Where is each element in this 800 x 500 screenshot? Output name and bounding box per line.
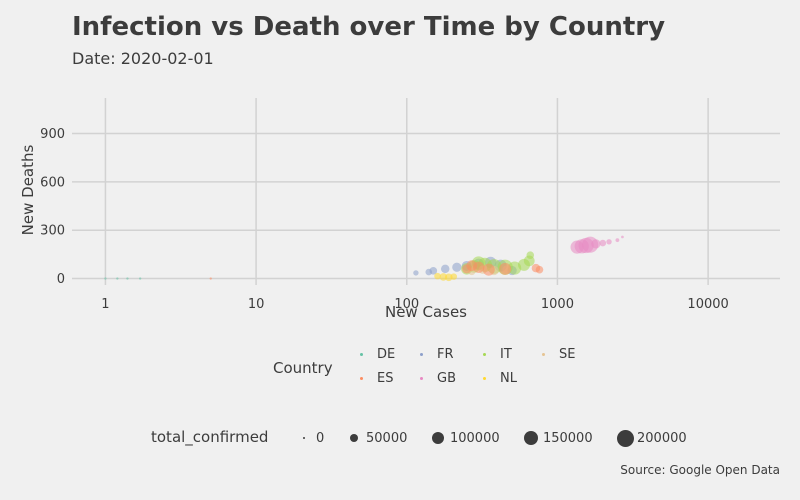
data-point-fr: [440, 264, 450, 274]
legend-key-label: NL: [500, 371, 517, 386]
size-legend-key: 100000: [431, 428, 500, 448]
size-legend-circle: [523, 430, 539, 446]
size-legend-circle: [431, 431, 444, 444]
country-legend-key-nl: NL: [483, 371, 517, 386]
data-point-it: [508, 261, 522, 275]
legend-key-label: ES: [377, 371, 394, 386]
legend-key-label: 200000: [637, 430, 687, 446]
size-legend-title: total_confirmed: [151, 428, 269, 446]
country-legend-key-de: DE: [360, 347, 395, 362]
legend-key-label: 150000: [542, 430, 593, 446]
legend-key-label: SE: [559, 347, 576, 362]
data-point-fr: [429, 267, 438, 275]
data-point-gb: [591, 239, 601, 249]
size-legend-circle: [616, 429, 634, 447]
data-point-es: [209, 277, 212, 280]
y-tick-label: 900: [40, 127, 65, 142]
data-point-de: [116, 277, 119, 280]
legend-swatch: [360, 377, 363, 380]
country-legend-key-it: IT: [483, 347, 512, 362]
data-point-gb: [599, 239, 607, 247]
data-point-de: [104, 277, 107, 280]
x-tick-label: 10: [248, 297, 265, 312]
y-tick-label: 300: [40, 224, 65, 239]
legend-swatch: [360, 353, 363, 356]
data-point-es: [472, 261, 485, 273]
data-point-gb: [615, 238, 620, 243]
data-points: [104, 235, 624, 282]
legend-key-label: IT: [500, 347, 512, 362]
size-legend-key: 200000: [616, 428, 687, 448]
legend-swatch: [542, 353, 545, 356]
size-legend-key: 0: [303, 428, 324, 448]
data-point-nl: [439, 273, 448, 281]
legend-key-label: GB: [437, 371, 456, 386]
size-legend-key: 50000: [349, 428, 408, 448]
country-legend-key-fr: FR: [420, 347, 454, 362]
data-point-es: [535, 265, 544, 274]
legend-swatch: [483, 377, 486, 380]
legend-key-label: FR: [437, 347, 454, 362]
y-axis-title: New Deaths: [19, 144, 37, 235]
grid: [72, 98, 780, 285]
legend-key-label: 100000: [449, 430, 500, 446]
x-tick-label: 1000: [541, 297, 574, 312]
data-point-fr: [413, 270, 419, 276]
data-point-gb: [621, 235, 624, 239]
source-caption: Source: Google Open Data: [620, 463, 780, 477]
y-tick-label: 0: [57, 272, 65, 287]
size-legend-circle: [349, 433, 359, 443]
chart-title: Infection vs Death over Time by Country: [72, 12, 666, 42]
legend-key-label: 0: [316, 430, 325, 446]
chart-subtitle: Date: 2020-02-01: [72, 49, 214, 68]
country-legend-key-gb: GB: [420, 371, 456, 386]
x-tick-label: 10000: [687, 297, 728, 312]
data-point-gb: [606, 239, 612, 245]
legend-swatch: [420, 353, 423, 356]
country-legend-key-es: ES: [360, 371, 393, 386]
x-tick-label: 1: [101, 297, 109, 312]
data-point-de: [138, 277, 142, 280]
legend-swatch: [420, 377, 423, 380]
legend-swatch: [483, 353, 486, 356]
tick-labels: 1 10 100 1000 10000 0 300 600 900: [40, 127, 729, 312]
data-point-es: [499, 262, 512, 275]
size-legend-key: 150000: [523, 428, 593, 448]
country-legend-title: Country: [273, 359, 333, 377]
country-legend-key-se: SE: [542, 347, 575, 362]
data-point-nl: [450, 273, 458, 280]
legend-key-label: DE: [377, 347, 396, 362]
data-point-de: [126, 277, 129, 280]
legend-key-label: 50000: [366, 430, 408, 446]
x-tick-label: 100: [394, 297, 419, 312]
data-point-fr: [452, 262, 462, 272]
data-point-nl: [434, 272, 441, 280]
data-point-it: [526, 251, 535, 259]
data-point-nl: [444, 273, 453, 282]
y-tick-label: 600: [40, 175, 65, 190]
data-point-es: [482, 263, 495, 276]
x-axis-title: New Cases: [385, 303, 467, 321]
size-legend-circle: [303, 437, 305, 439]
